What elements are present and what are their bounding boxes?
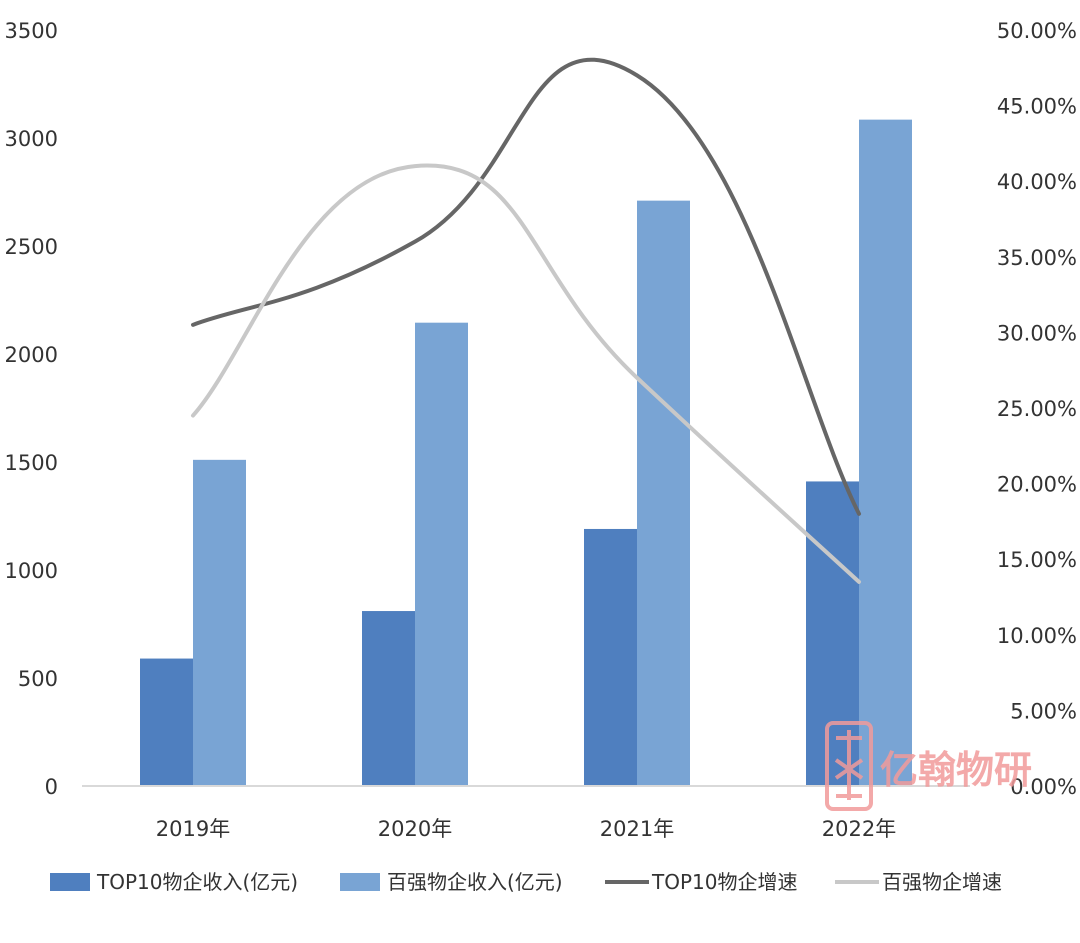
right-tick-label: 40.00% — [997, 170, 1077, 194]
legend-swatch — [340, 873, 380, 891]
right-tick-label: 45.00% — [997, 95, 1077, 119]
yihan-seal-icon — [825, 721, 873, 811]
category-label: 2022年 — [822, 817, 896, 841]
left-tick-label: 3000 — [5, 127, 58, 151]
left-tick-label: 2000 — [5, 343, 58, 367]
bar — [584, 528, 637, 786]
right-tick-label: 35.00% — [997, 246, 1077, 270]
left-tick-label: 500 — [18, 667, 58, 691]
legend-label: 百强物企增速 — [882, 870, 1002, 894]
series-line — [191, 57, 861, 516]
legend-label: TOP10物企收入(亿元) — [96, 870, 298, 894]
series-line — [191, 163, 861, 584]
legend-label: TOP10物企增速 — [651, 870, 797, 894]
left-tick-label: 1000 — [5, 559, 58, 583]
bar — [415, 322, 468, 786]
bar — [362, 611, 415, 786]
right-axis-ticks: 0.00% 5.00% 10.00% 15.00% 20.00% 25.00% 30.00%… — [997, 19, 1077, 799]
bar — [637, 200, 690, 786]
right-tick-label: 20.00% — [997, 473, 1077, 497]
bar — [806, 481, 859, 786]
watermark: 亿翰物研 — [825, 721, 1032, 811]
line-series — [191, 57, 861, 584]
bar — [193, 459, 246, 786]
left-tick-label: 1500 — [5, 451, 58, 475]
category-label: 2019年 — [156, 817, 230, 841]
legend: TOP10物企收入(亿元) 百强物企收入(亿元) TOP10物企增速 百强物企增速 — [50, 870, 1002, 894]
bar — [140, 658, 193, 786]
right-tick-label: 25.00% — [997, 397, 1077, 421]
x-axis-labels: 2019年 2020年 2021年 2022年 — [156, 817, 896, 841]
right-tick-label: 50.00% — [997, 19, 1077, 43]
left-axis-ticks: 0 500 1000 1500 2000 2500 3000 3500 — [5, 19, 58, 799]
watermark-text: 亿翰物研 — [880, 748, 1032, 792]
right-tick-label: 10.00% — [997, 624, 1077, 648]
legend-label: 百强物企收入(亿元) — [387, 870, 563, 894]
bar — [859, 119, 912, 786]
category-label: 2021年 — [600, 817, 674, 841]
right-tick-label: 15.00% — [997, 548, 1077, 572]
left-tick-label: 0 — [45, 775, 58, 799]
left-tick-label: 3500 — [5, 19, 58, 43]
bar-series — [140, 119, 912, 786]
right-tick-label: 0.00% — [1010, 775, 1077, 799]
legend-swatch — [50, 873, 90, 891]
left-tick-label: 2500 — [5, 235, 58, 259]
category-label: 2020年 — [378, 817, 452, 841]
right-tick-label: 30.00% — [997, 321, 1077, 345]
right-tick-label: 5.00% — [1010, 699, 1077, 723]
